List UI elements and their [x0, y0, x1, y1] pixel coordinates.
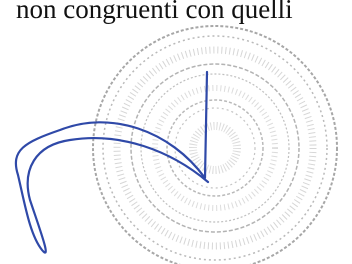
stamp-ring	[103, 36, 327, 260]
text-line: non congruenti con quelli	[16, 0, 293, 25]
document-crop: non congruenti con quelli	[0, 0, 352, 264]
stamp-center	[193, 126, 237, 170]
stamp-ring	[175, 108, 255, 188]
stamp-and-signature	[0, 0, 352, 264]
stamp-ring	[167, 100, 263, 196]
stamp-outer-ring	[93, 26, 337, 264]
stamp-ring	[141, 74, 289, 222]
stamp-lettering	[155, 88, 275, 208]
stamp	[93, 26, 337, 264]
